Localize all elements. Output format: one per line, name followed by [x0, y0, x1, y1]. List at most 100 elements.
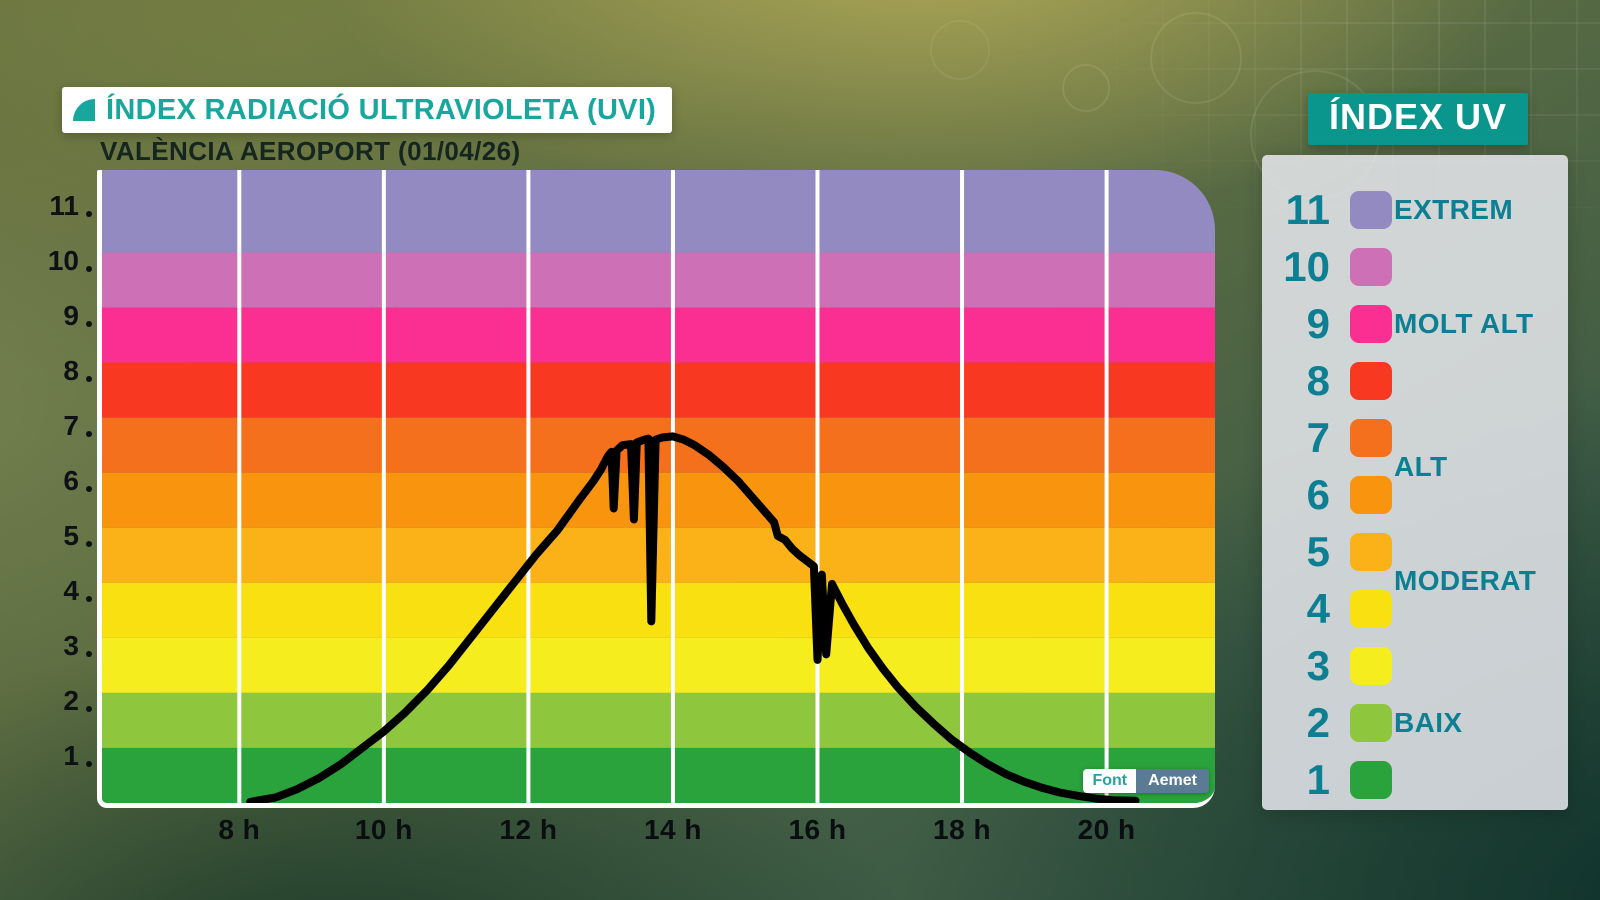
uvi-chart: Font Aemet [97, 170, 1215, 808]
legend-color-swatch [1350, 761, 1392, 799]
legend-color-swatch [1350, 476, 1392, 514]
axis-tick-dot [86, 705, 92, 712]
y-axis-value: 10 [47, 244, 79, 276]
axis-tick-dot [86, 595, 92, 602]
y-axis-label-10: 10 [14, 245, 92, 277]
axis-tick-dot [86, 540, 92, 547]
axis-tick-dot [86, 210, 92, 217]
x-axis-label-8h: 8 h [218, 814, 261, 845]
index-uv-badge: ÍNDEX UV [1308, 93, 1529, 145]
y-axis-value: 1 [63, 739, 79, 771]
axis-tick-dot [86, 430, 92, 437]
y-axis-label-9: 9 [14, 300, 92, 332]
legend-color-swatch [1350, 647, 1392, 685]
legend-category-alt: ALT [1394, 450, 1448, 482]
y-axis-label-6: 6 [14, 465, 92, 497]
legend-category-baix: BAIX [1394, 707, 1463, 738]
y-axis-value: 8 [63, 354, 79, 386]
y-axis-label-2: 2 [14, 685, 92, 717]
legend-color-swatch [1350, 248, 1392, 286]
axis-tick-dot [86, 760, 92, 767]
legend-row-3: 3 [1276, 645, 1392, 687]
x-axis-label-10h: 10 h [354, 814, 413, 845]
y-axis-label-7: 7 [14, 410, 92, 442]
source-value: Aemet [1136, 769, 1209, 793]
uv-band-4 [102, 582, 1215, 638]
legend-level-number: 5 [1306, 528, 1330, 575]
y-axis-value: 3 [63, 629, 79, 661]
y-axis-label-1: 1 [14, 740, 92, 772]
x-axis-label-12h: 12 h [499, 814, 558, 845]
axis-tick-dot [86, 265, 92, 272]
uv-legend-panel: 11 10 9 8 7 6 5 4 3 2 1 EXTREM MOLT ALT ALT MODERAT BAI… [1262, 155, 1568, 810]
legend-color-swatch [1350, 191, 1392, 229]
y-axis-value: 6 [63, 464, 79, 496]
axis-tick-dot [86, 485, 92, 492]
axis-tick-dot [86, 375, 92, 382]
legend-level-number: 3 [1306, 642, 1330, 689]
y-axis-value: 4 [63, 574, 79, 606]
legend-level-number: 11 [1285, 186, 1330, 233]
uv-band-10 [102, 252, 1215, 308]
chart-subtitle: VALÈNCIA AEROPORT (01/04/26) [100, 136, 521, 166]
uvi-plot-svg [102, 170, 1215, 803]
uv-band-8 [102, 362, 1215, 418]
legend-row-5: 5 [1276, 531, 1392, 573]
source-label: Font [1083, 769, 1137, 793]
chart-icon [73, 99, 95, 121]
legend-level-number: 8 [1306, 357, 1330, 404]
y-axis-label-5: 5 [14, 520, 92, 552]
legend-level-number: 10 [1283, 243, 1330, 290]
source-badge: Font Aemet [1083, 769, 1209, 793]
legend-level-number: 7 [1306, 414, 1330, 461]
y-axis-value: 9 [63, 299, 79, 331]
axis-tick-dot [86, 650, 92, 657]
legend-row-4: 4 [1276, 588, 1392, 630]
legend-row-11: 11 [1276, 189, 1392, 231]
uv-band-5 [102, 527, 1215, 583]
uv-band-2 [102, 692, 1215, 748]
x-axis-label-14h: 14 h [643, 814, 702, 845]
y-axis-label-3: 3 [14, 630, 92, 662]
legend-category-extrem: EXTREM [1394, 194, 1514, 225]
legend-level-number: 1 [1306, 756, 1330, 803]
y-axis-label-11: 11 [14, 190, 92, 222]
uv-band-9 [102, 307, 1215, 363]
legend-color-swatch [1350, 419, 1392, 457]
legend-row-1: 1 [1276, 759, 1392, 801]
legend-level-number: 2 [1306, 699, 1330, 746]
y-axis-value: 7 [63, 409, 79, 441]
axis-tick-dot [86, 320, 92, 327]
y-axis-label-4: 4 [14, 575, 92, 607]
legend-level-number: 6 [1306, 471, 1330, 518]
uv-band-11 [102, 170, 1215, 253]
uv-band-3 [102, 637, 1215, 693]
legend-row-8: 8 [1276, 360, 1392, 402]
legend-row-9: 9 [1276, 303, 1392, 345]
y-axis-label-8: 8 [14, 355, 92, 387]
legend-color-swatch [1350, 533, 1392, 571]
legend-row-10: 10 [1276, 246, 1392, 288]
y-axis-value: 11 [49, 189, 79, 221]
legend-color-swatch [1350, 590, 1392, 628]
uvi-curve [246, 432, 1140, 803]
legend-level-number: 9 [1306, 300, 1330, 347]
legend-row-6: 6 [1276, 474, 1392, 516]
page-title: ÍNDEX RADIACIÓ ULTRAVIOLETA (UVI) [106, 93, 657, 126]
x-axis-label-20h: 20 h [1077, 814, 1136, 845]
title-bar: ÍNDEX RADIACIÓ ULTRAVIOLETA (UVI) [62, 87, 673, 133]
y-axis-value: 2 [63, 684, 79, 716]
legend-category-molt-alt: MOLT ALT [1394, 308, 1534, 339]
decor-circle [1062, 64, 1110, 112]
legend-row-7: 7 [1276, 417, 1392, 459]
decor-circle [930, 20, 990, 80]
decor-circle [1150, 12, 1242, 104]
y-axis-value: 5 [63, 519, 79, 551]
legend-color-swatch [1350, 704, 1392, 742]
x-axis-label-18h: 18 h [933, 814, 992, 845]
legend-color-swatch [1350, 305, 1392, 343]
x-axis-label-16h: 16 h [788, 814, 847, 845]
legend-row-2: 2 [1276, 702, 1392, 744]
legend-level-number: 4 [1306, 585, 1330, 632]
